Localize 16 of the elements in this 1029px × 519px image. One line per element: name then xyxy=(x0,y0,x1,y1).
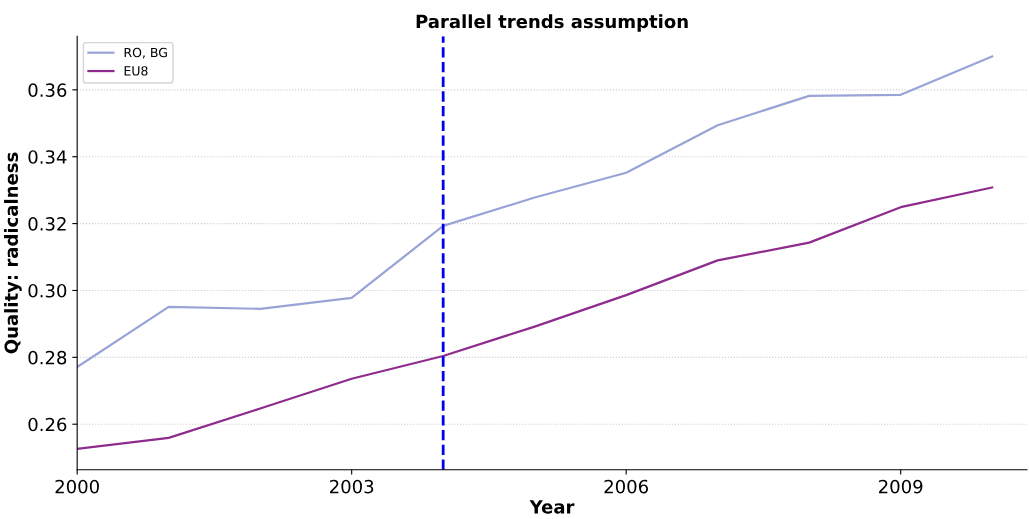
chart-title: Parallel trends assumption xyxy=(416,14,688,32)
x-tick-label: 2009 xyxy=(879,479,923,494)
y-tick-label: 0.26 xyxy=(28,417,67,432)
legend-label: RO, BG xyxy=(124,47,167,59)
x-tick-label: 2006 xyxy=(604,479,649,494)
legend-label: EU8 xyxy=(124,66,148,76)
y-tick-label: 0.32 xyxy=(28,217,66,231)
y-tick-label: 0.36 xyxy=(28,83,67,97)
x-tick-label: 2000 xyxy=(55,479,99,494)
x-tick-label: 2003 xyxy=(330,479,374,494)
y-axis-title: Quality: radicalness xyxy=(4,152,22,354)
y-tick-label: 0.28 xyxy=(28,350,67,365)
y-tick-label: 0.34 xyxy=(28,150,67,164)
y-tick-label: 0.30 xyxy=(28,283,67,298)
x-axis-title: Year xyxy=(529,500,575,514)
line-series xyxy=(77,186,994,451)
